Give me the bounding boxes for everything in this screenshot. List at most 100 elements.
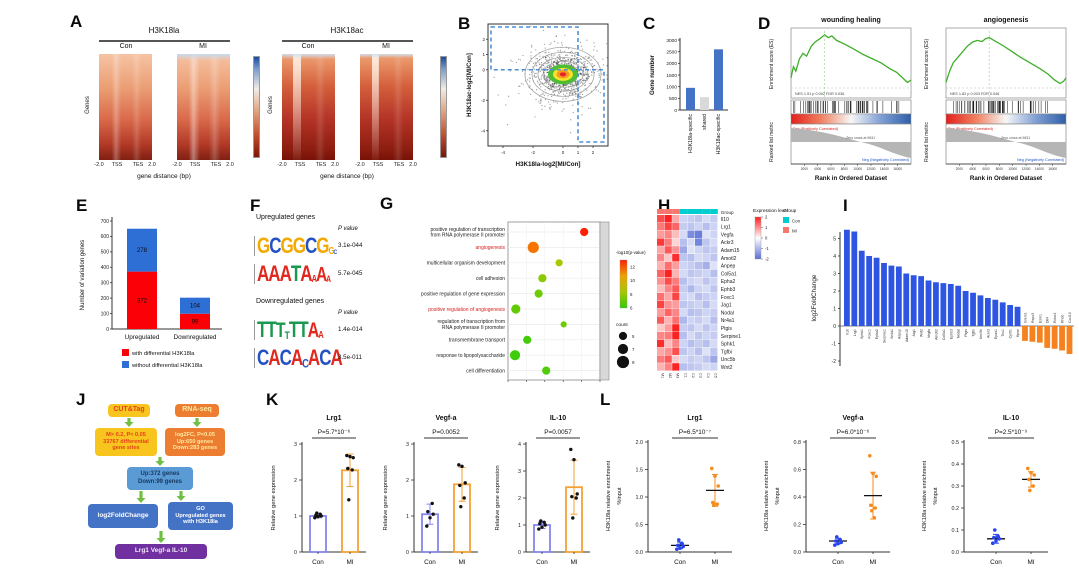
bar-gene-label: Rhob bbox=[1061, 315, 1065, 323]
gene-label: Epha2 bbox=[721, 279, 736, 285]
bar-category-label: H3K18ac-specific bbox=[716, 114, 722, 155]
ellipse-shape bbox=[524, 46, 602, 102]
label: 4000 bbox=[814, 167, 821, 171]
enrichment-curve bbox=[790, 33, 912, 84]
bar-gene-label: Anpep bbox=[897, 329, 901, 339]
heatmap-cell bbox=[672, 300, 680, 309]
circle-shape bbox=[547, 61, 549, 63]
motif-letter: C bbox=[319, 345, 331, 370]
group-annotation-cell bbox=[702, 209, 711, 214]
circle-shape bbox=[529, 73, 531, 76]
circle-shape bbox=[530, 51, 532, 53]
circle-shape bbox=[571, 93, 573, 95]
gene-label: Col5a1 bbox=[721, 271, 737, 277]
bar-gene-label: Esm1 bbox=[1038, 314, 1042, 323]
heatmap-cell bbox=[687, 308, 695, 316]
bar-Epha2 bbox=[873, 257, 880, 326]
bar-gene-label: Unc5b bbox=[979, 329, 983, 339]
arrow-head bbox=[124, 422, 134, 427]
go-term-label: positive regulation of gene expression bbox=[421, 291, 505, 297]
heatmap-cell bbox=[710, 339, 718, 348]
heatmap-cell bbox=[679, 222, 687, 231]
circle-shape bbox=[577, 56, 579, 59]
bar-gene-label: Hpse bbox=[1016, 329, 1020, 337]
label: 10000 bbox=[853, 167, 862, 171]
heatmap-cell bbox=[672, 316, 680, 324]
arrow-head bbox=[156, 538, 166, 543]
circle-shape bbox=[581, 93, 584, 96]
circle-shape bbox=[594, 45, 596, 48]
circle-shape bbox=[595, 89, 597, 91]
label: 0.4 bbox=[952, 462, 960, 468]
heatmap-cell bbox=[657, 246, 665, 254]
label: 0.2 bbox=[794, 523, 802, 529]
circle-shape bbox=[530, 57, 532, 59]
label: 3 bbox=[833, 271, 836, 277]
data-point bbox=[426, 509, 430, 514]
data-point-MI bbox=[869, 503, 873, 508]
circle-shape bbox=[572, 86, 574, 88]
circle-shape bbox=[572, 98, 574, 100]
circle-shape bbox=[582, 69, 584, 71]
circle-shape bbox=[535, 49, 537, 51]
circle-shape bbox=[614, 76, 615, 77]
motif-section-title: Downregulated genes bbox=[256, 298, 325, 305]
heatmap-cell bbox=[679, 285, 687, 293]
gene-label: Il10 bbox=[721, 217, 729, 223]
circle-shape bbox=[526, 79, 529, 81]
circle-shape bbox=[533, 71, 535, 73]
label: 5 bbox=[833, 236, 836, 242]
label: 1.0 bbox=[636, 495, 644, 501]
heatmap-cell bbox=[687, 355, 695, 363]
circle-shape bbox=[620, 98, 621, 99]
label: 0.6 bbox=[794, 468, 802, 474]
bar-Jag1 bbox=[910, 275, 917, 326]
circle-shape bbox=[540, 76, 542, 78]
heatmap-cell bbox=[672, 254, 680, 262]
data-point bbox=[574, 496, 578, 500]
heatmap-cell bbox=[710, 238, 718, 246]
circle-shape bbox=[535, 98, 537, 101]
heatmap-cell bbox=[664, 316, 672, 324]
circle-shape bbox=[547, 69, 549, 71]
data-point bbox=[425, 524, 429, 528]
flow-box-line: log2FC, P<0.05 bbox=[175, 431, 215, 438]
circle-shape bbox=[574, 81, 576, 83]
panel-i-waterfall: 5 4 3 2 1 0 -1 -2 Il10 Lrg1 Sphk1 Foxc1 Epha2 Serpine… bbox=[811, 229, 1074, 366]
circle-shape bbox=[593, 65, 595, 67]
circle-shape bbox=[546, 59, 548, 61]
circle-shape bbox=[580, 73, 583, 75]
data-point-MI bbox=[1029, 471, 1033, 475]
circle-shape bbox=[581, 48, 584, 50]
heatmap-cell bbox=[679, 347, 687, 355]
heatmap-cell bbox=[672, 215, 680, 223]
circle-shape bbox=[562, 98, 564, 100]
circle-shape bbox=[548, 107, 551, 109]
heatmap-cell bbox=[657, 293, 665, 301]
label: 500 bbox=[101, 250, 110, 256]
circle-shape bbox=[548, 61, 550, 64]
circle-shape bbox=[589, 82, 591, 84]
flow-box-line: Lrg1 Vegf-a IL-10 bbox=[134, 547, 188, 555]
circle-shape bbox=[553, 86, 555, 89]
circle-shape bbox=[541, 74, 543, 76]
flow-box-line: Down:99 genes bbox=[137, 478, 182, 485]
x-category-label: Con bbox=[536, 559, 548, 566]
circle-shape bbox=[589, 59, 591, 61]
motif-letter: T bbox=[284, 328, 290, 342]
label: 0 bbox=[482, 67, 485, 72]
gene-label: Foxc1 bbox=[721, 295, 735, 301]
bar-category-label: shared bbox=[702, 114, 708, 130]
circle-shape bbox=[575, 95, 577, 97]
heatmap-cell bbox=[695, 332, 703, 340]
heatmap-cell bbox=[657, 222, 665, 231]
x-category-label: Con bbox=[424, 559, 436, 566]
bar-Amotl2 bbox=[933, 282, 939, 326]
axis-ylabel: Relative gene expression bbox=[495, 465, 501, 530]
circle-shape bbox=[614, 57, 615, 58]
data-point-Con bbox=[680, 541, 684, 546]
panel-label-i: I bbox=[843, 196, 848, 215]
circle-shape bbox=[595, 86, 597, 88]
circle-shape bbox=[533, 68, 535, 70]
motif-axis bbox=[254, 348, 255, 368]
